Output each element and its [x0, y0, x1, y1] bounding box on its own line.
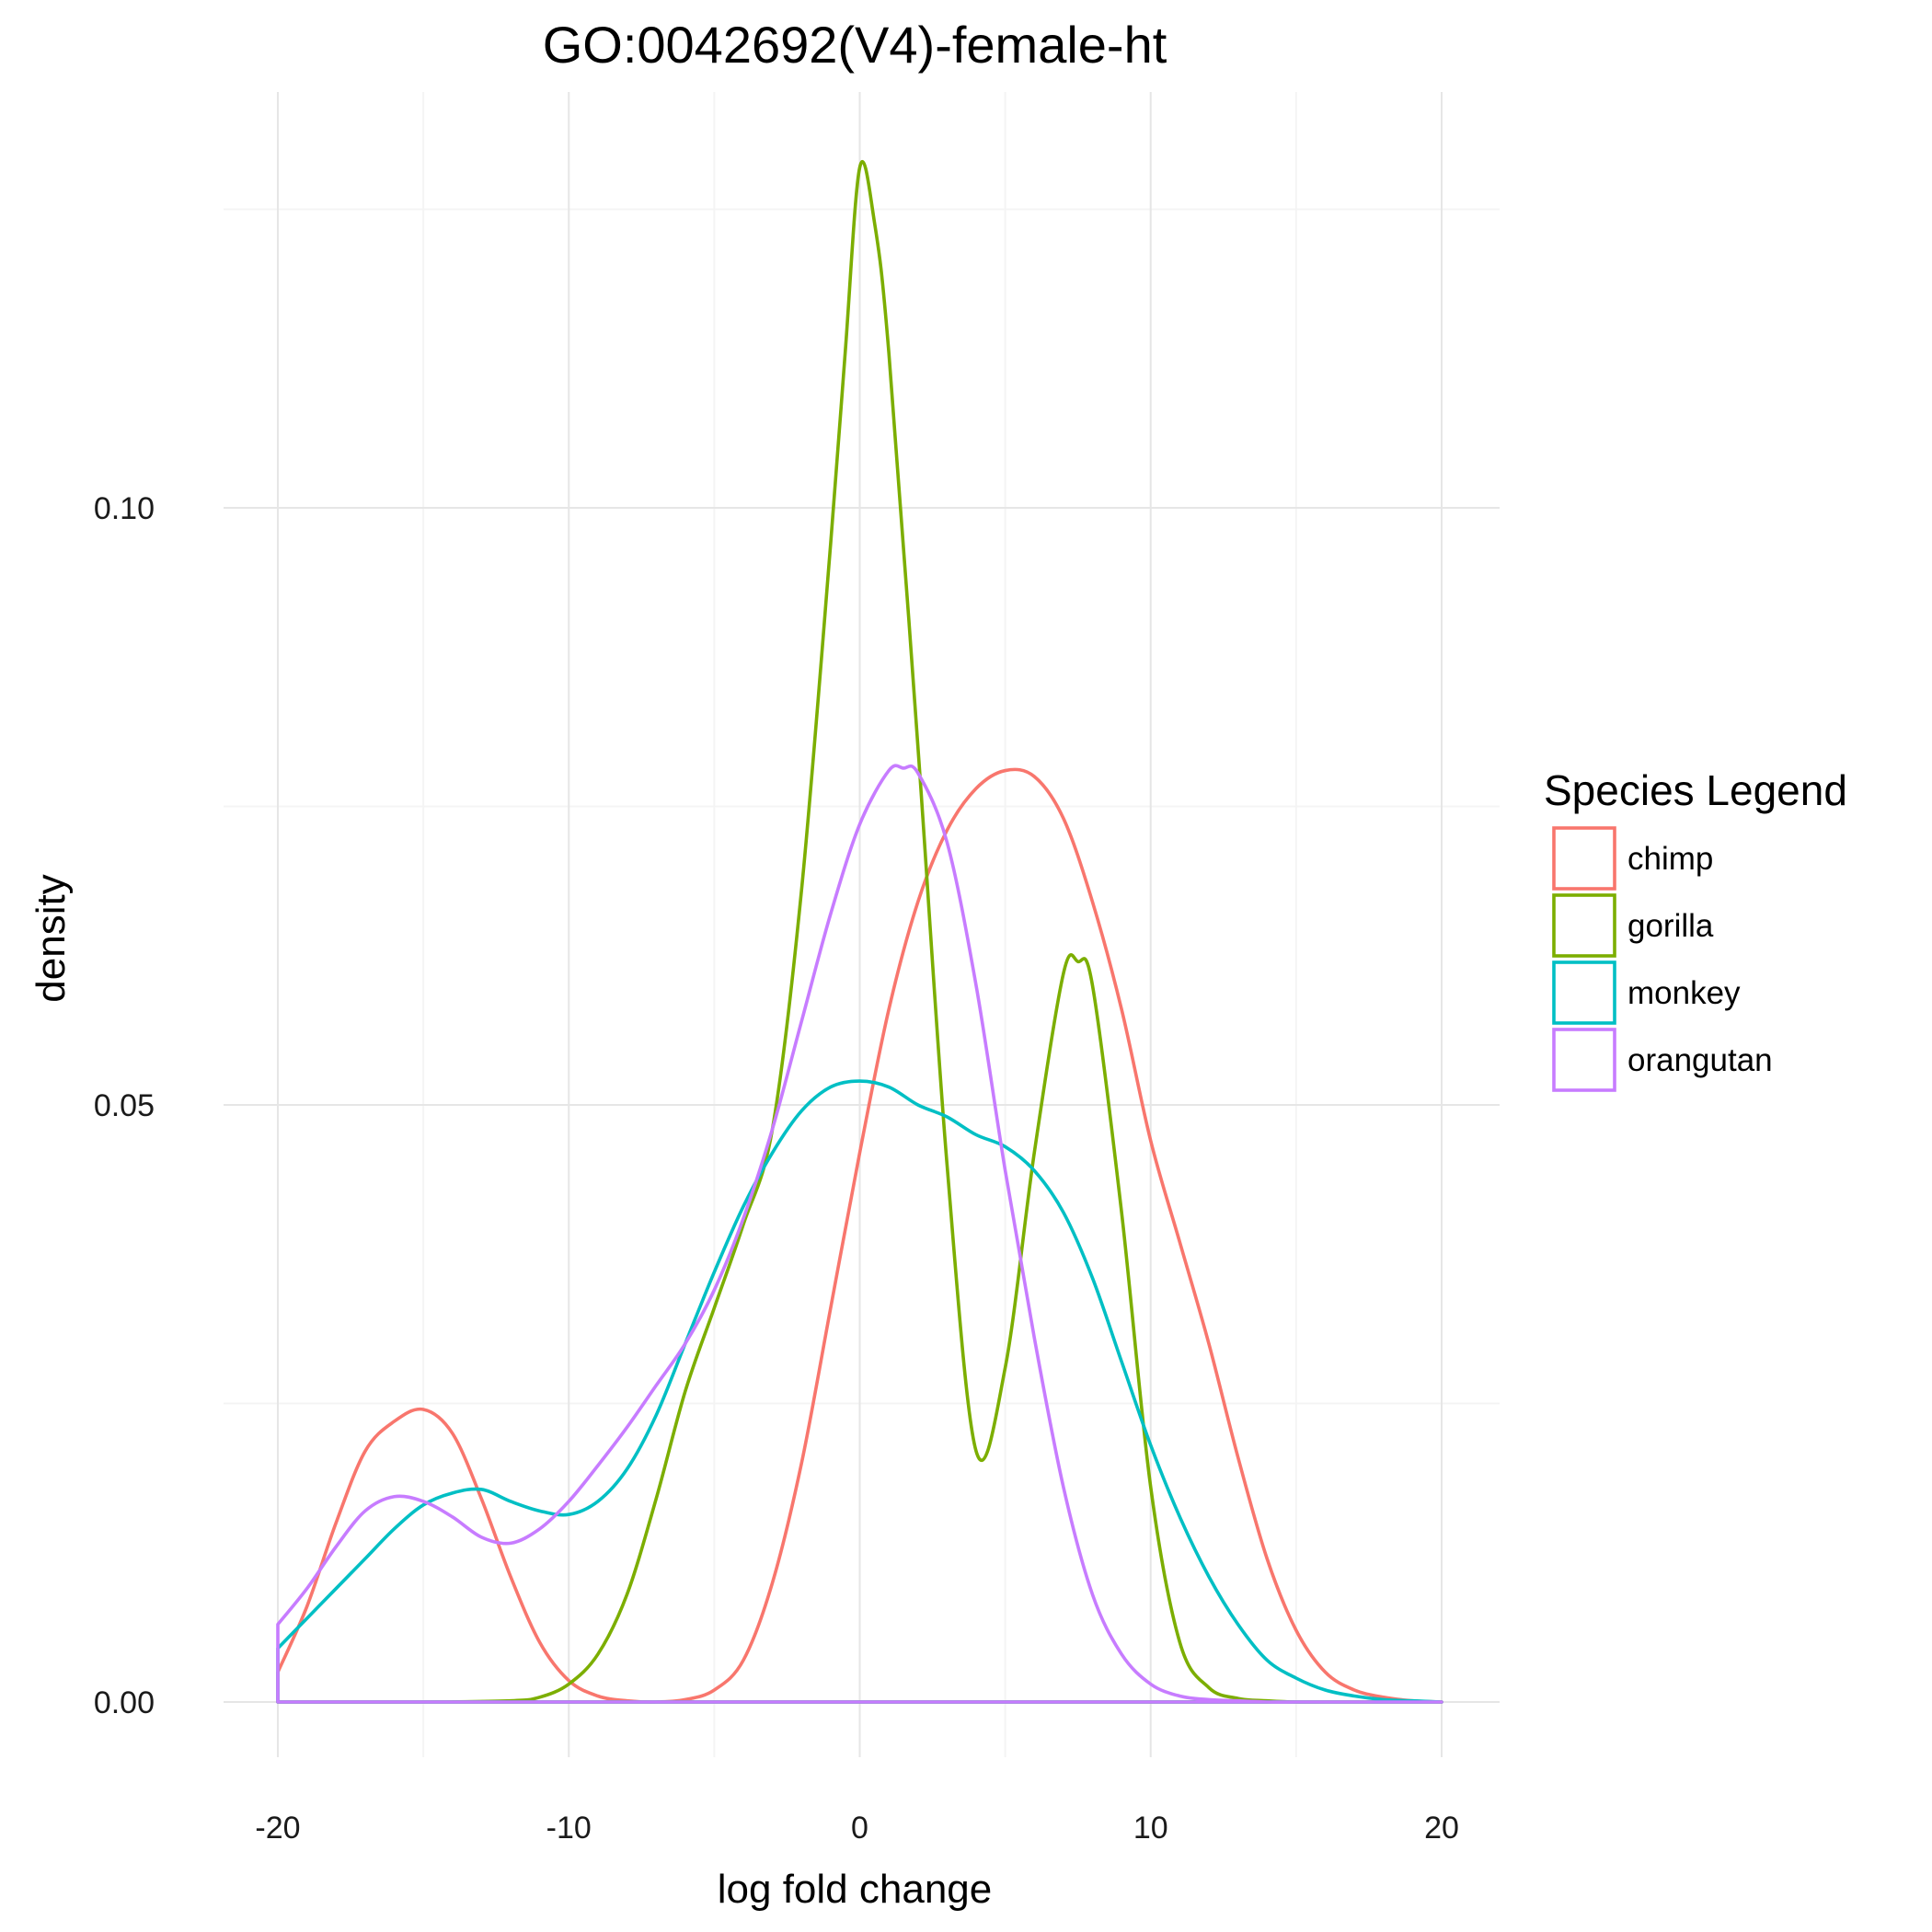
legend-item-orangutan: orangutan	[1552, 1028, 1773, 1092]
legend-label-gorilla: gorilla	[1627, 908, 1714, 944]
series-lines	[276, 159, 1443, 1704]
legend-title: Species Legend	[1544, 766, 1847, 814]
x-axis-ticks: -20 -10 0 10 20	[255, 1811, 1458, 1846]
grid	[224, 92, 1500, 1757]
legend-item-gorilla: gorilla	[1552, 893, 1714, 958]
y-tick-label: 0.05	[94, 1088, 155, 1123]
legend-items: chimp gorilla monkey orangutan	[1552, 826, 1773, 1092]
chart-title: GO:0042692(V4)-female-ht	[543, 16, 1167, 74]
y-tick-label: 0.10	[94, 491, 155, 526]
y-axis-ticks: 0.00 0.05 0.10	[94, 491, 155, 1720]
x-tick-label: 0	[851, 1811, 868, 1846]
legend: Species Legend chimp gorilla monkey orangut…	[1544, 766, 1847, 1092]
density-line-chimp	[276, 767, 1443, 1704]
x-axis-title: log fold change	[718, 1867, 992, 1912]
legend-label-monkey: monkey	[1627, 975, 1741, 1011]
y-tick-label: 0.00	[94, 1685, 155, 1720]
density-line-gorilla	[276, 159, 1443, 1704]
density-line-orangutan	[276, 764, 1443, 1704]
legend-item-monkey: monkey	[1552, 960, 1741, 1025]
legend-item-chimp: chimp	[1552, 826, 1713, 891]
legend-key-chimp	[1552, 826, 1616, 891]
x-tick-label: 10	[1133, 1811, 1168, 1846]
y-axis-title: density	[29, 874, 74, 1002]
legend-key-gorilla	[1552, 893, 1616, 958]
legend-key-monkey	[1552, 960, 1616, 1025]
x-tick-label: 20	[1424, 1811, 1459, 1846]
legend-label-orangutan: orangutan	[1627, 1042, 1773, 1078]
x-tick-label: -10	[546, 1811, 592, 1846]
legend-key-orangutan	[1552, 1028, 1616, 1092]
legend-label-chimp: chimp	[1627, 841, 1713, 877]
x-tick-label: -20	[255, 1811, 300, 1846]
density-line-monkey	[276, 1079, 1443, 1704]
